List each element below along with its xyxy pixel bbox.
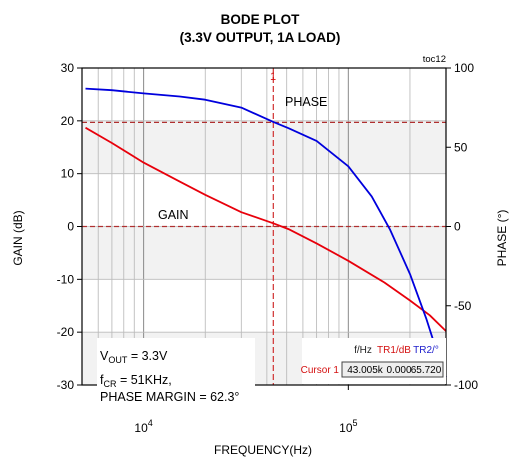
chart-subtitle: (3.3V OUTPUT, 1A LOAD) — [180, 30, 341, 45]
x-tick-base: 10 — [134, 421, 148, 435]
cursor-row-label: Cursor 1 — [301, 365, 340, 376]
cursor-marker: 1 — [270, 71, 276, 83]
cursor-value-freq: 43.005k — [347, 365, 384, 376]
cursor-header-gain: TR1/dB — [377, 345, 411, 356]
right-tick-label: 0 — [454, 220, 461, 234]
left-tick-label: 0 — [67, 220, 74, 234]
left-axis-label: GAIN (dB) — [11, 210, 25, 265]
x-axis-label: FREQUENCY(Hz) — [214, 443, 312, 457]
figure-tag: toc12 — [423, 54, 446, 65]
x-tick-base: 10 — [339, 421, 353, 435]
left-tick-label: 10 — [61, 167, 75, 181]
x-tick-label: 105 — [339, 418, 357, 435]
background-band — [82, 279, 446, 333]
cursor-value-gain: 0.000 — [386, 365, 411, 376]
right-tick-label: 100 — [454, 61, 474, 75]
series-layer — [85, 87, 447, 378]
cursor-value-phase: 65.720 — [411, 365, 442, 376]
left-tick-label: -20 — [57, 325, 75, 339]
x-tick-label: 104 — [134, 418, 152, 435]
x-tick-exponent: 4 — [148, 418, 153, 428]
left-tick-label: 30 — [61, 61, 75, 75]
background-band — [82, 68, 446, 121]
cursor-readout-panel: f/Hz TR1/dB TR2/° Cursor 1 43.005k 0.000… — [301, 338, 446, 384]
left-tick-label: 20 — [61, 114, 75, 128]
right-tick-label: -100 — [454, 378, 478, 392]
gain-curve — [85, 126, 447, 332]
phase-margin-annotation: PHASE MARGIN = 62.3° — [100, 390, 239, 404]
x-axis-ticks: 104 105 — [134, 385, 358, 435]
right-axis-label: PHASE (°) — [495, 210, 509, 267]
background-band — [82, 173, 446, 227]
left-tick-label: -10 — [57, 272, 75, 286]
reference-lines — [82, 68, 446, 385]
right-tick-label: -50 — [454, 299, 472, 313]
background-band — [82, 120, 446, 174]
phase-curve-label: PHASE — [285, 95, 327, 109]
vout-annotation: VOUT = 3.3V — [100, 349, 168, 365]
annotation-box — [97, 338, 255, 408]
cursor-value-box — [341, 361, 444, 378]
background-band — [82, 226, 446, 280]
cursor-header-freq: f/Hz — [354, 345, 372, 356]
left-tick-label: -30 — [57, 378, 75, 392]
gain-curve-label: GAIN — [158, 208, 189, 222]
cursor-header-phase: TR2/° — [413, 345, 439, 356]
x-tick-exponent: 5 — [353, 418, 358, 428]
fcr-annotation: fCR = 51KHz, — [100, 373, 172, 389]
right-axis-ticks: 100 50 0 -50 -100 — [446, 61, 478, 392]
phase-curve — [85, 87, 447, 378]
chart-title: BODE PLOT — [221, 12, 301, 27]
right-tick-label: 50 — [454, 140, 468, 154]
left-axis-ticks: 30 20 10 0 -10 -20 -30 — [57, 61, 82, 392]
